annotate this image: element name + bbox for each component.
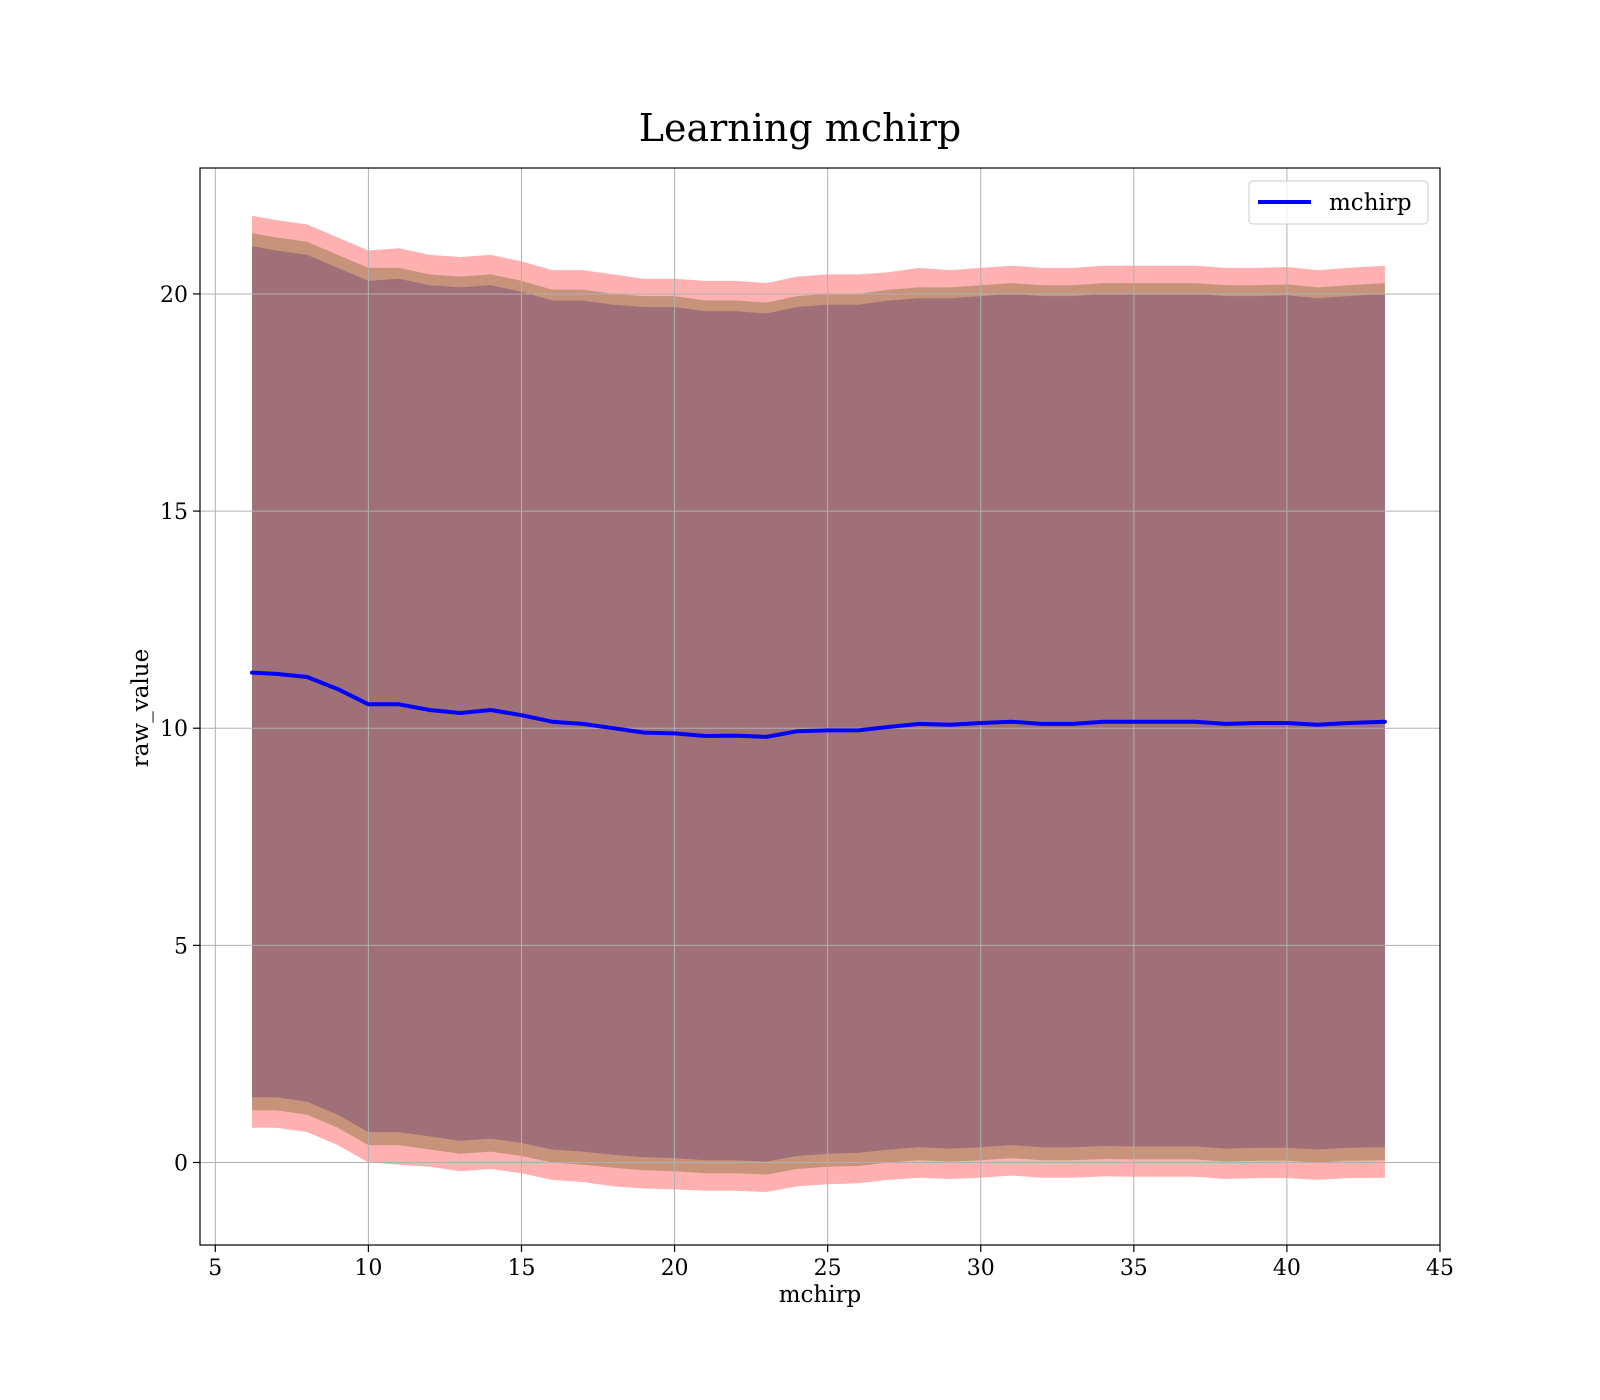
- y-tick-label-15: 15: [160, 500, 188, 525]
- x-axis-label: mchirp: [779, 1282, 862, 1308]
- legend-label-mchirp: mchirp: [1329, 190, 1412, 216]
- x-tick-label-15: 15: [507, 1256, 535, 1281]
- x-tick-label-40: 40: [1273, 1256, 1301, 1281]
- y-tick-label-5: 5: [174, 934, 188, 959]
- y-tick-label-10: 10: [160, 717, 188, 742]
- x-tick-label-10: 10: [354, 1256, 382, 1281]
- y-tick-label-20: 20: [160, 283, 188, 308]
- legend-box: [1248, 180, 1429, 225]
- x-tick-label-35: 35: [1120, 1256, 1148, 1281]
- x-tick-label-25: 25: [814, 1256, 842, 1281]
- x-tick-label-30: 30: [967, 1256, 995, 1281]
- legend: mchirp: [1248, 180, 1429, 225]
- x-tick-label-5: 5: [208, 1256, 222, 1281]
- x-tick-label-45: 45: [1426, 1256, 1454, 1281]
- x-axis-ticks: 5 10 15 20 25 30 35 40 45: [208, 1245, 1454, 1281]
- chart-title: Learning mchirp: [639, 106, 961, 150]
- x-tick-label-20: 20: [661, 1256, 689, 1281]
- y-axis-ticks: 0 5 10 15 20: [160, 283, 200, 1176]
- y-axis-label: raw_value: [128, 649, 154, 767]
- plot-frame: [199, 167, 1441, 1246]
- confidence-bands: [252, 215, 1385, 1193]
- y-tick-label-0: 0: [174, 1151, 188, 1176]
- series-line-mchirp: [250, 670, 1387, 739]
- confidence-band-2: [252, 246, 1385, 1162]
